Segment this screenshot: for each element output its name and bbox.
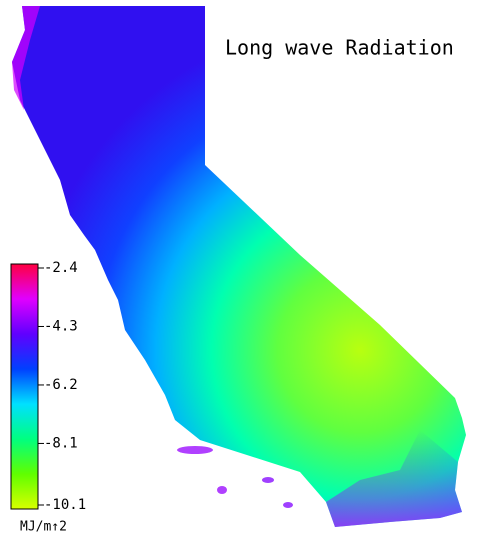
island [283, 502, 293, 508]
tick-label: -4.3 [44, 318, 78, 334]
tick-label: -10.1 [44, 497, 86, 513]
colorbar [10, 263, 39, 510]
north-coast-edge [12, 6, 40, 110]
island [262, 477, 274, 483]
state-shape [12, 6, 466, 527]
colorbar-label: MJ/m↑2 [20, 520, 67, 535]
south-coast-shade [326, 430, 462, 527]
map-title: Long wave Radiation [225, 36, 454, 60]
island [177, 446, 213, 454]
island [217, 486, 227, 494]
tick-label: -6.2 [44, 377, 78, 393]
tick-label: -8.1 [44, 435, 78, 451]
tick-label: -2.4 [44, 260, 78, 276]
california [12, 6, 466, 527]
